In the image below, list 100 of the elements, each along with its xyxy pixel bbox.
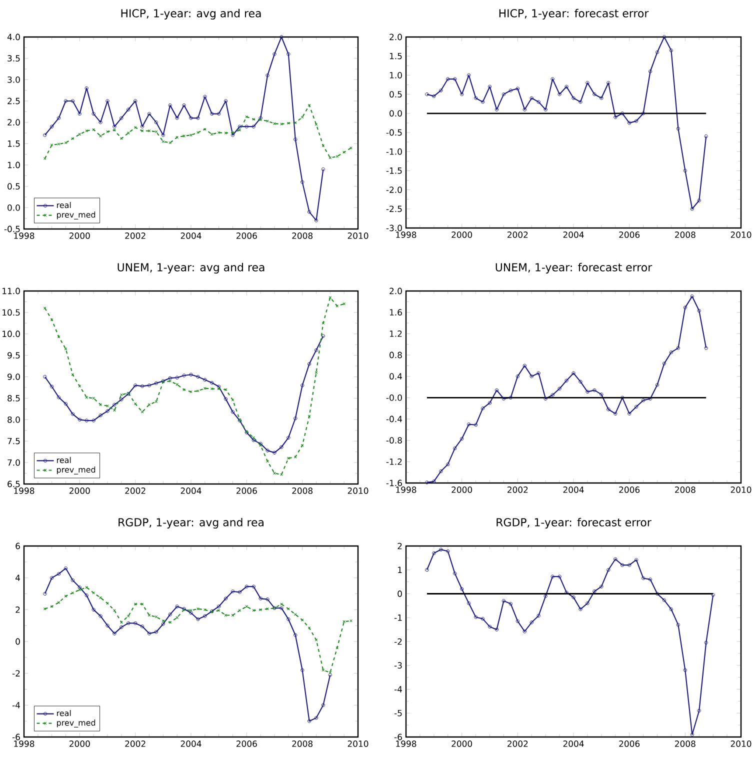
point [453, 77, 457, 81]
point [189, 611, 193, 615]
x-tick-label: 2006 [619, 486, 640, 493]
y-tick-label: -1 [394, 614, 402, 621]
y-tick-label: 3.5 [8, 55, 20, 62]
x-tick-label: 2010 [730, 740, 752, 747]
chart-title: UNEM, 1-year: avg and rea [118, 262, 264, 274]
point [676, 622, 680, 627]
point [148, 403, 151, 406]
point [224, 132, 228, 134]
point [508, 602, 513, 606]
point [230, 410, 235, 414]
y-tick-label: -3 [394, 662, 402, 669]
point [460, 587, 464, 591]
y-tick-label: 0.0 [8, 204, 20, 211]
point [126, 621, 130, 626]
point [439, 88, 443, 92]
y-tick-label: -0.5 [4, 226, 20, 232]
point [480, 406, 485, 410]
y-tick-label: -2 [12, 670, 20, 676]
point [600, 392, 604, 396]
x-tick-label: 2010 [730, 486, 752, 493]
point [286, 122, 290, 125]
point [307, 362, 312, 366]
point [294, 416, 298, 420]
point [494, 388, 499, 392]
point [84, 594, 88, 598]
point [558, 386, 562, 390]
point [286, 456, 290, 460]
point [592, 92, 596, 96]
x-tick-label: 2004 [180, 232, 202, 239]
y-tick-label: -2 [394, 638, 402, 645]
point [112, 632, 116, 636]
point [676, 126, 680, 131]
point [217, 131, 220, 134]
point [133, 384, 138, 388]
point [314, 348, 318, 352]
point [536, 371, 540, 375]
y-tick-label: 7.5 [8, 438, 20, 444]
point [245, 605, 248, 608]
point [273, 472, 276, 475]
point [322, 668, 325, 672]
point [314, 716, 318, 720]
point [280, 35, 284, 39]
point [56, 572, 61, 576]
point [536, 614, 540, 618]
point [57, 142, 60, 146]
point [216, 384, 221, 388]
point [50, 576, 54, 580]
point [286, 617, 290, 622]
point [641, 576, 646, 580]
point [683, 168, 688, 173]
point [669, 48, 674, 52]
point [78, 132, 82, 136]
point [439, 469, 443, 474]
point [182, 388, 186, 392]
x-tick-label: 2002 [508, 486, 528, 493]
y-tick-label: 4 [16, 574, 20, 581]
point [106, 130, 109, 134]
point [175, 604, 179, 608]
point [294, 138, 298, 142]
y-tick-label: -5 [394, 710, 402, 716]
point [266, 597, 270, 602]
y-tick-label: -1.5 [386, 168, 402, 174]
point [252, 124, 256, 128]
point [508, 396, 513, 400]
x-tick-label: 2004 [563, 740, 584, 747]
point [432, 480, 436, 484]
y-tick-label: -6 [394, 734, 402, 740]
point [669, 350, 674, 354]
point [168, 376, 172, 380]
y-tick-label: 10.0 [2, 330, 20, 338]
point [175, 376, 179, 380]
point [134, 602, 137, 606]
point [71, 373, 74, 376]
point [550, 393, 554, 397]
point [71, 137, 74, 140]
point [147, 632, 152, 636]
point [328, 296, 332, 299]
point [336, 155, 339, 158]
point [522, 630, 526, 634]
point [336, 304, 339, 308]
point [280, 445, 284, 449]
y-tick-label: 2.0 [8, 119, 20, 126]
point [217, 609, 220, 612]
y-tick-label: 2.0 [390, 288, 402, 294]
x-tick-label: 1998 [14, 232, 34, 239]
point [133, 99, 138, 103]
point [648, 396, 652, 401]
point [342, 150, 346, 154]
point [224, 397, 228, 401]
point [176, 136, 179, 139]
point [175, 116, 179, 120]
point [300, 444, 304, 447]
point [328, 671, 332, 674]
point [690, 732, 694, 736]
point [50, 144, 54, 146]
x-tick-label: 1998 [14, 740, 34, 747]
point [168, 103, 172, 108]
point [697, 708, 701, 713]
